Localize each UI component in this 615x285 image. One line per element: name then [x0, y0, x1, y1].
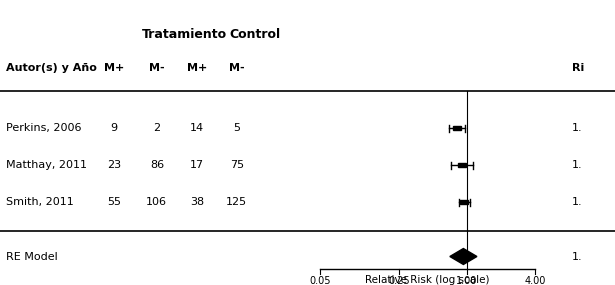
Text: 17: 17	[190, 160, 204, 170]
Text: 55: 55	[107, 197, 121, 207]
FancyBboxPatch shape	[458, 164, 466, 167]
Text: Control: Control	[229, 28, 281, 41]
Text: Tratamiento: Tratamiento	[142, 28, 227, 41]
Text: 0.25: 0.25	[388, 276, 410, 285]
Text: Ri: Ri	[572, 63, 584, 74]
Text: Autor(s) y Año: Autor(s) y Año	[6, 63, 97, 74]
Text: 75: 75	[230, 160, 244, 170]
Text: M-: M-	[149, 63, 165, 74]
Text: Perkins, 2006: Perkins, 2006	[6, 123, 82, 133]
Text: 1.: 1.	[572, 251, 582, 262]
Text: M+: M+	[104, 63, 124, 74]
FancyBboxPatch shape	[453, 126, 461, 130]
Text: 2: 2	[153, 123, 161, 133]
Text: 106: 106	[146, 197, 167, 207]
Text: M+: M+	[187, 63, 207, 74]
Text: 38: 38	[190, 197, 204, 207]
Text: 1.: 1.	[572, 160, 582, 170]
Text: 125: 125	[226, 197, 247, 207]
Text: 14: 14	[190, 123, 204, 133]
Text: 86: 86	[150, 160, 164, 170]
Text: 9: 9	[110, 123, 117, 133]
Text: Relative Risk (log scale): Relative Risk (log scale)	[365, 275, 490, 285]
Text: 4.00: 4.00	[525, 276, 546, 285]
Text: M-: M-	[229, 63, 245, 74]
Text: 5: 5	[233, 123, 240, 133]
FancyBboxPatch shape	[461, 201, 469, 204]
Text: 0.05: 0.05	[309, 276, 330, 285]
Text: 1.: 1.	[572, 123, 582, 133]
Text: 23: 23	[107, 160, 121, 170]
Text: Smith, 2011: Smith, 2011	[6, 197, 74, 207]
Text: 1.: 1.	[572, 197, 582, 207]
Text: Matthay, 2011: Matthay, 2011	[6, 160, 87, 170]
Polygon shape	[450, 249, 477, 264]
Text: 1.00: 1.00	[456, 276, 478, 285]
Text: RE Model: RE Model	[6, 251, 58, 262]
